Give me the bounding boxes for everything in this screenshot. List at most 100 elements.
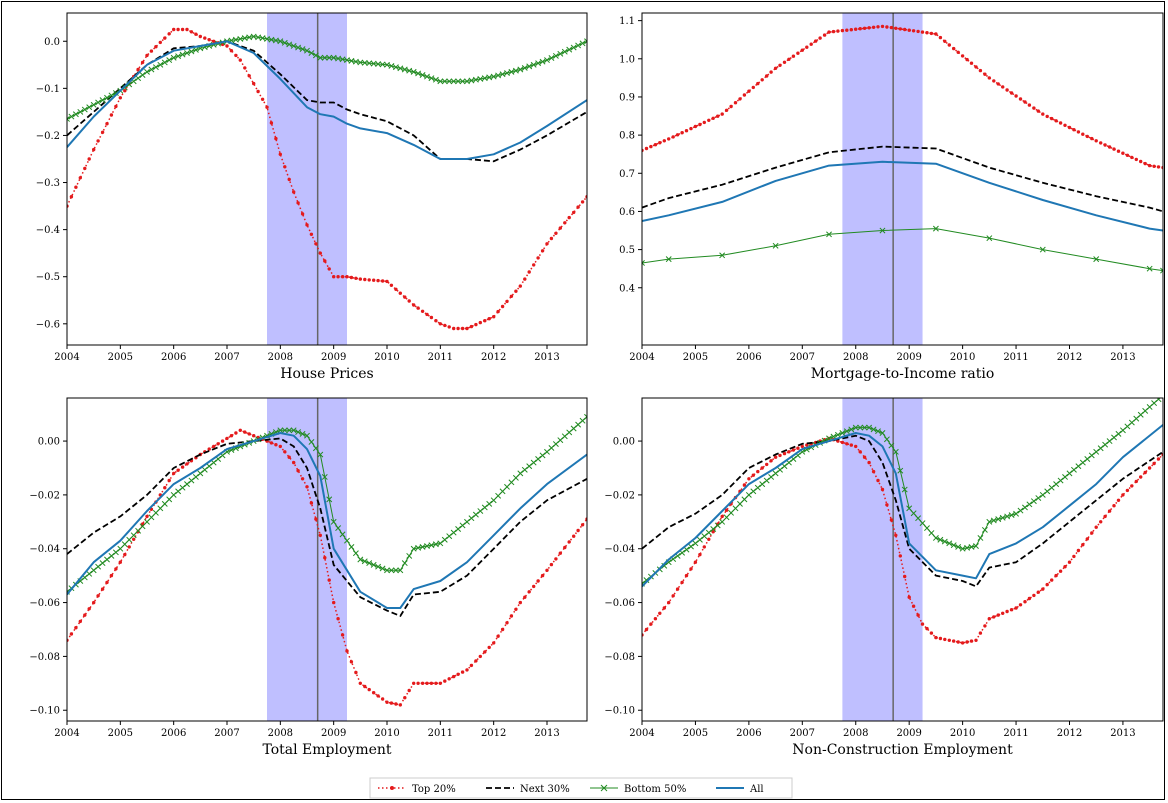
point-bottom-50 — [642, 260, 645, 266]
point-top-20 — [858, 27, 862, 31]
point-top-20 — [974, 638, 978, 642]
series-line-top-20 — [67, 28, 587, 330]
point-top-20 — [689, 567, 693, 571]
x-tick-label: 2013 — [1110, 728, 1135, 739]
legend-label-bottom50: Bottom 50% — [624, 784, 686, 795]
point-top-20 — [83, 613, 87, 617]
point-bottom-50 — [512, 67, 519, 74]
point-bottom-50 — [392, 567, 399, 574]
x-tick-label: 2004 — [54, 352, 79, 363]
point-top-20 — [438, 681, 442, 685]
y-tick-label: 0.9 — [619, 92, 635, 103]
point-bottom-50 — [446, 78, 453, 85]
point-bottom-50 — [344, 537, 350, 544]
x-tick-label: 2005 — [683, 352, 708, 363]
legend-label-all: All — [749, 784, 764, 795]
point-bottom-50 — [192, 474, 199, 480]
point-bottom-50 — [95, 563, 102, 570]
point-bottom-50 — [1053, 481, 1060, 488]
point-bottom-50 — [1048, 484, 1055, 491]
point-bottom-50 — [352, 550, 359, 557]
series-line-next-30 — [67, 437, 587, 617]
point-bottom-50 — [728, 509, 735, 516]
point-top-20 — [885, 503, 889, 507]
point-bottom-50 — [184, 50, 190, 56]
point-top-20 — [87, 157, 91, 161]
point-bottom-50 — [866, 424, 873, 431]
point-top-20 — [978, 68, 983, 73]
point-top-20 — [1139, 475, 1143, 479]
point-bottom-50 — [521, 64, 528, 71]
point-bottom-50 — [986, 518, 993, 525]
point-top-20 — [487, 317, 491, 321]
panel-house-prices: 2004 2005 2006 2007 2008 2009 2010 2011 2012 2013… — [36, 12, 588, 382]
point-top-20 — [92, 600, 96, 605]
point-top-20 — [769, 459, 773, 463]
point-top-20 — [194, 32, 198, 36]
point-top-20 — [465, 326, 469, 331]
point-top-20 — [671, 594, 675, 598]
point-top-20 — [96, 594, 100, 598]
point-bottom-50 — [95, 99, 102, 106]
point-bottom-50 — [299, 46, 306, 53]
point-top-20 — [234, 53, 238, 58]
point-bottom-50 — [539, 452, 546, 459]
point-top-20 — [492, 641, 496, 645]
point-top-20 — [229, 434, 234, 438]
point-bottom-50 — [919, 520, 926, 527]
point-top-20 — [149, 49, 154, 53]
point-top-20 — [505, 621, 509, 625]
point-top-20 — [702, 120, 706, 125]
x-tick-label: 2006 — [161, 352, 186, 363]
point-bottom-50 — [179, 51, 186, 58]
legend-marker — [600, 784, 608, 792]
point-top-20 — [889, 25, 894, 30]
point-bottom-50 — [696, 536, 703, 543]
point-top-20 — [1094, 525, 1098, 529]
point-bottom-50 — [135, 527, 142, 534]
point-top-20 — [934, 32, 938, 36]
point-top-20 — [1103, 514, 1107, 519]
point-top-20 — [782, 60, 787, 64]
point-top-20 — [1050, 578, 1054, 582]
point-bottom-50 — [1160, 398, 1162, 399]
point-bottom-50 — [170, 491, 177, 498]
point-bottom-50 — [932, 535, 939, 541]
point-top-20 — [527, 590, 531, 594]
point-bottom-50 — [1039, 491, 1046, 498]
point-bottom-50 — [388, 63, 395, 69]
point-top-20 — [1103, 143, 1107, 147]
point-bottom-50 — [1097, 445, 1104, 452]
point-top-20 — [109, 113, 114, 117]
x-tick-label: 2013 — [1110, 352, 1135, 363]
point-bottom-50 — [701, 533, 708, 540]
point-top-20 — [1116, 149, 1121, 153]
point-top-20 — [1156, 165, 1161, 169]
point-bottom-50 — [384, 61, 390, 68]
point-bottom-50 — [321, 474, 328, 480]
point-top-20 — [452, 326, 456, 331]
point-bottom-50 — [990, 517, 997, 524]
point-top-20 — [118, 560, 123, 564]
point-bottom-50 — [1022, 504, 1028, 511]
point-bottom-50 — [906, 505, 913, 512]
point-bottom-50 — [339, 531, 346, 538]
point-bottom-50 — [517, 470, 524, 477]
point-top-20 — [711, 530, 715, 534]
point-bottom-50 — [1160, 267, 1163, 274]
point-top-20 — [549, 562, 554, 567]
point-top-20 — [83, 166, 87, 171]
y-tick-label: 0.00 — [38, 437, 60, 448]
point-bottom-50 — [486, 74, 493, 81]
point-top-20 — [332, 600, 336, 605]
point-top-20 — [465, 668, 469, 672]
point-top-20 — [969, 61, 974, 65]
series-line-next-30 — [642, 145, 1163, 213]
point-bottom-50 — [321, 54, 328, 61]
point-top-20 — [572, 534, 576, 538]
point-top-20 — [747, 477, 751, 481]
point-bottom-50 — [719, 518, 726, 525]
point-bottom-50 — [1062, 474, 1068, 480]
point-top-20 — [269, 441, 274, 445]
y-tick-label: 1.1 — [619, 16, 635, 27]
